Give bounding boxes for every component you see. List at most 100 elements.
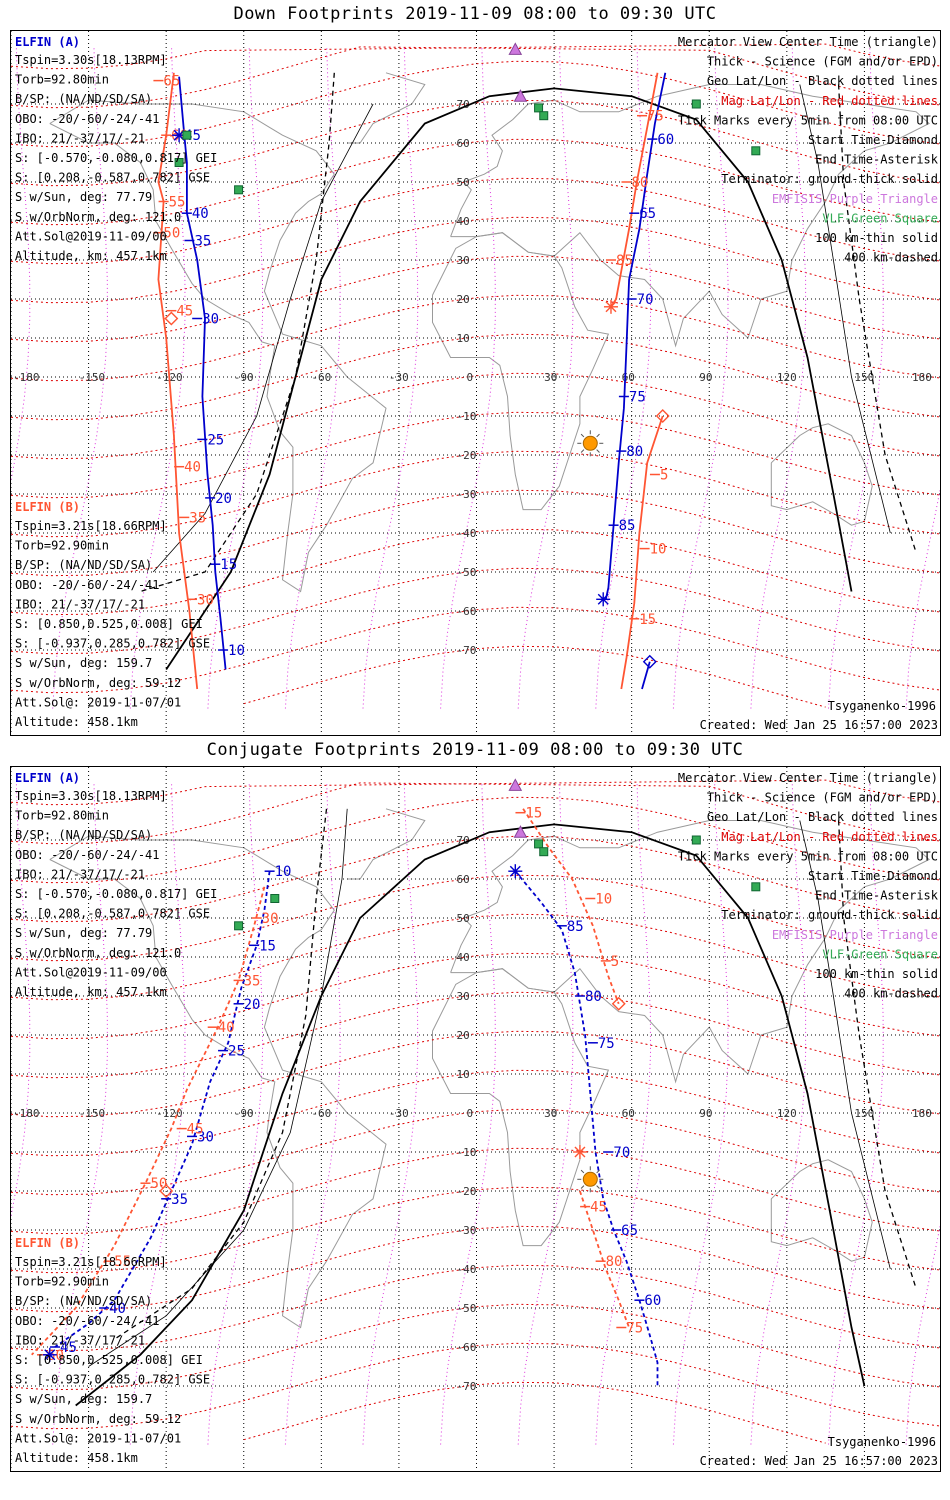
elfin-b-time-label: 60 <box>47 1348 64 1364</box>
lat-tick-label: -10 <box>457 410 477 423</box>
coastline-1 <box>450 84 930 348</box>
lon-tick-label: 180 <box>912 371 932 384</box>
lon-tick-label: 120 <box>777 1107 797 1120</box>
elfin-a-info-line: Att.Sol@2019-11-09/00 <box>15 229 167 243</box>
elfin-b-east-start-diamond <box>611 996 626 1011</box>
sun-ray <box>580 1185 585 1189</box>
elfin-a-info-line: Altitude, km: 457.1km <box>15 985 167 999</box>
mag-lat-line <box>11 991 940 1079</box>
elfin-a-time-label: 70 <box>637 292 654 308</box>
legend-line: VLF-Green Square <box>822 211 938 225</box>
legend-line: Mercator View Center Time (triangle) <box>678 771 938 785</box>
sun-ray <box>596 1185 600 1189</box>
mag-lat-line <box>11 835 940 923</box>
elfin-b-time-label: 30 <box>262 911 279 927</box>
legend-line: Start Time-Diamond <box>808 133 938 147</box>
elfin-b-time-label: 40 <box>184 460 201 476</box>
elfin-b-info-line: B/SP: (NA/ND/SD/SA) <box>15 558 152 572</box>
vlf-square-icon <box>751 146 761 156</box>
vlf-square-icon <box>270 894 280 903</box>
terminator-100km <box>152 103 374 573</box>
legend-line: EMFISIS Purple Triangle <box>772 928 938 942</box>
mag-lat-line <box>11 177 940 265</box>
elfin-a-time-label: 15 <box>259 938 276 954</box>
lat-tick-label: 10 <box>457 1068 470 1081</box>
elfin-b-time-label: 45 <box>176 304 193 320</box>
elfin-b-info-line: Tspin=3.21s[18.66RPM] <box>15 1255 167 1269</box>
elfin-b-start-diamond <box>159 1184 174 1198</box>
mag-lat-line <box>11 1303 940 1391</box>
elfin-b-info-line: IBO: 21/-37/17/-21 <box>15 1333 145 1347</box>
elfin-b-time-label: 75 <box>626 1321 643 1337</box>
elfin-a-time-label: 85 <box>619 518 636 534</box>
lat-tick-label: -10 <box>457 1146 477 1159</box>
elfin-a-time-label: 15 <box>220 557 237 573</box>
lon-tick-label: -90 <box>234 371 254 384</box>
down-footprints-map: 70 60 50 40 30 20 10 -10 -20 -30 -40 -50 -60 -70 -180-… <box>10 30 941 736</box>
elfin-a-time-label: 10 <box>275 864 292 880</box>
sun-icon <box>582 435 598 451</box>
elfin-b-time-label: 80 <box>631 175 648 191</box>
elfin-a-east-start-diamond <box>642 654 657 669</box>
lat-tick-label: -30 <box>457 1224 477 1237</box>
mag-lat-line <box>11 1342 940 1430</box>
mag-lat-line <box>11 450 940 538</box>
lon-tick-label: -60 <box>311 371 331 384</box>
lat-tick-label: -60 <box>457 605 477 618</box>
lon-tick-label: 30 <box>544 1107 557 1120</box>
legend-line: Terminator: ground-thick solid <box>721 172 938 186</box>
vlf-square-icon <box>691 835 701 845</box>
lat-tick-label: 20 <box>457 293 470 306</box>
legend-line: Mercator View Center Time (triangle) <box>678 35 938 49</box>
mag-lat-line <box>11 779 940 806</box>
elfin-a-time-label: 25 <box>228 1044 245 1060</box>
vlf-square-icon <box>691 99 701 109</box>
mag-lat-line <box>11 874 940 962</box>
lon-tick-label: -180 <box>13 1107 40 1120</box>
elfin-b-info-line: S: [-0.937,0.285,0.782] GSE <box>15 1373 210 1387</box>
mag-lat-line <box>11 372 940 460</box>
elfin-b-time-label: 65 <box>163 74 180 90</box>
sun-ray <box>596 1169 600 1174</box>
elfin-a-time-label: 20 <box>215 491 232 507</box>
sun-ray <box>596 449 600 453</box>
vlf-square-icon <box>182 130 192 140</box>
elfin-b-time-label: 45 <box>590 1200 607 1216</box>
elfin-a-info-line: S: [0.208,-0.587,0.782] GSE <box>15 171 210 185</box>
elfin-b-info-line: Altitude: 458.1km <box>15 1451 138 1465</box>
lat-tick-label: 50 <box>457 176 470 189</box>
emfisis-triangle-icon <box>508 778 523 791</box>
down-panel-title: Down Footprints 2019-11-09 08:00 to 09:3… <box>233 4 717 24</box>
elfin-a-track-west <box>54 871 271 1348</box>
vlf-square-icon <box>539 111 549 121</box>
elfin-b-info-line: S w/OrbNorm, deg: 59.12 <box>15 1412 181 1426</box>
lat-tick-label: -30 <box>457 488 477 501</box>
legend-line: EMFISIS Purple Triangle <box>772 192 938 206</box>
elfin-a-info-line: IBO: 21/-37/17/-21 <box>15 131 145 145</box>
lon-tick-label: 60 <box>622 371 635 384</box>
elfin-a-info-line: Att.Sol@2019-11-09/00 <box>15 965 167 979</box>
lat-tick-label: 60 <box>457 873 470 886</box>
lon-tick-label: -30 <box>389 371 409 384</box>
elfin-b-east-start-diamond <box>655 409 670 423</box>
elfin-b-time-label: 5 <box>660 468 668 484</box>
mag-lat-line <box>243 645 826 708</box>
vlf-square-icon <box>234 185 244 195</box>
elfin-b-track-south <box>620 415 664 690</box>
elfin-b-time-label: 45 <box>187 1122 204 1138</box>
elfin-a-time-label: 20 <box>244 997 261 1013</box>
elfin-a-time-label: 10 <box>228 643 245 659</box>
elfin-a-time-label: 65 <box>639 206 656 222</box>
elfin-b-info-line: Altitude: 458.1km <box>15 715 138 729</box>
coastline-2 <box>432 232 610 511</box>
elfin-b-info-line: OBO: -20/-60/-24/-41 <box>15 1314 160 1328</box>
legend-line: Tick Marks every 5min from 08:00 UTC <box>678 849 938 863</box>
mag-lat-line <box>243 1381 826 1444</box>
elfin-b-time-label: 30 <box>197 592 214 608</box>
elfin-b-track-west <box>157 72 199 690</box>
elfin-b-time-label: 55 <box>114 1254 131 1270</box>
coastline-1 <box>450 820 930 1084</box>
elfin-a-track-east <box>604 72 667 600</box>
mag-lat-line <box>11 952 940 1040</box>
lon-tick-label: 150 <box>854 371 874 384</box>
